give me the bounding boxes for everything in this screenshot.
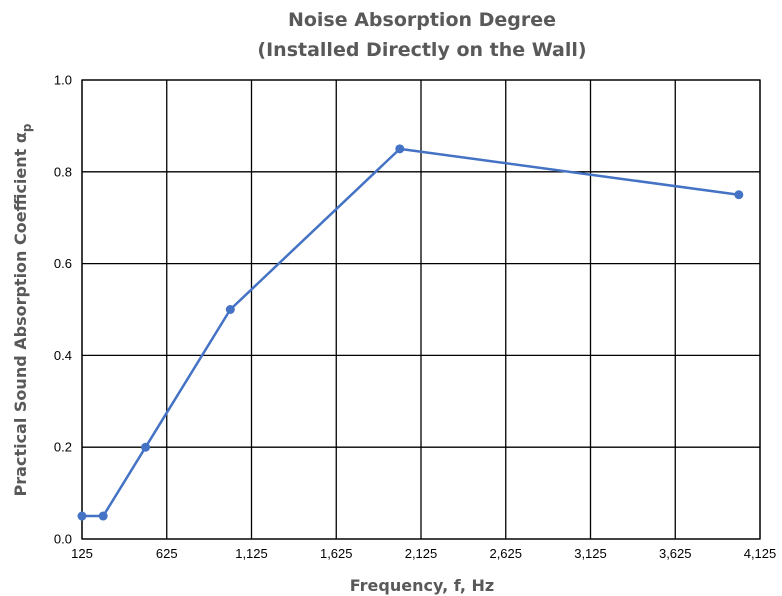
data-point xyxy=(98,511,108,521)
plot-frame xyxy=(81,79,761,540)
x-tick-label: 1,625 xyxy=(320,546,353,561)
x-tick-label: 4,125 xyxy=(744,546,777,561)
y-axis-title-main: Practical Sound Absorption Coefficient α xyxy=(11,132,30,496)
y-tick-label: 0.2 xyxy=(54,440,72,455)
y-axis-title-subscript: p xyxy=(20,123,34,132)
data-point xyxy=(734,190,744,200)
x-axis-title: Frequency, f, Hz xyxy=(350,576,495,595)
data-point xyxy=(141,442,151,452)
y-tick-label: 0.8 xyxy=(54,164,72,179)
x-tick-label: 2,625 xyxy=(489,546,522,561)
x-tick-label: 3,625 xyxy=(659,546,692,561)
series-line xyxy=(82,147,739,518)
y-tick-label: 1.0 xyxy=(54,73,72,88)
x-tick-label: 1,125 xyxy=(235,546,268,561)
data-point xyxy=(77,511,87,521)
y-tick-label: 0.6 xyxy=(54,256,72,271)
y-tick-label: 0.0 xyxy=(54,532,72,547)
x-tick-label: 3,125 xyxy=(574,546,607,561)
x-tick-label: 125 xyxy=(71,546,93,561)
y-tick-label: 0.4 xyxy=(54,348,72,363)
chart-title-line-2: (Installed Directly on the Wall) xyxy=(257,39,586,61)
data-point xyxy=(225,305,235,314)
chart-title-line-1: Noise Absorption Degree xyxy=(288,9,556,31)
x-tick-label: 2,125 xyxy=(405,546,438,561)
x-tick-label: 625 xyxy=(156,546,178,561)
plot-area: 125 625 1,125 1,625 2,125 2,625 3,125 3,625 4,12… xyxy=(54,73,776,562)
y-axis-title: Practical Sound Absorption Coefficient α… xyxy=(11,123,34,496)
data-point xyxy=(395,144,405,154)
